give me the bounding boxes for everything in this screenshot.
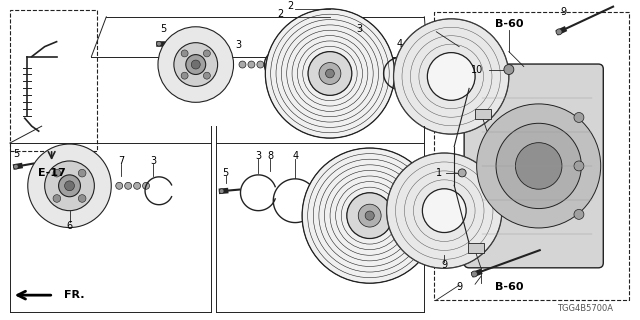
Circle shape: [266, 61, 273, 68]
Text: E-17: E-17: [38, 168, 65, 178]
Circle shape: [326, 69, 334, 78]
Circle shape: [191, 60, 200, 69]
Text: 3: 3: [150, 156, 156, 166]
Circle shape: [158, 27, 234, 102]
Circle shape: [319, 62, 341, 84]
Text: 1: 1: [436, 168, 442, 178]
Circle shape: [302, 148, 437, 283]
Circle shape: [239, 61, 246, 68]
Circle shape: [116, 182, 123, 189]
Circle shape: [257, 61, 264, 68]
Circle shape: [320, 228, 324, 232]
Circle shape: [574, 113, 584, 123]
Circle shape: [496, 123, 581, 209]
Circle shape: [556, 29, 562, 35]
Circle shape: [181, 50, 188, 57]
Circle shape: [308, 52, 352, 95]
Text: 9: 9: [561, 7, 566, 17]
Circle shape: [65, 181, 74, 191]
Circle shape: [574, 161, 584, 171]
Circle shape: [186, 55, 205, 75]
Circle shape: [134, 182, 141, 189]
Circle shape: [204, 50, 211, 57]
Circle shape: [574, 209, 584, 219]
Text: TGG4B5700A: TGG4B5700A: [557, 304, 613, 313]
Circle shape: [504, 65, 514, 75]
Text: 3: 3: [255, 151, 261, 161]
Text: B-60: B-60: [495, 19, 523, 29]
Circle shape: [472, 271, 477, 277]
Text: 5: 5: [223, 168, 228, 178]
Circle shape: [204, 72, 211, 79]
Circle shape: [59, 175, 81, 197]
Text: 6: 6: [67, 220, 72, 231]
Circle shape: [347, 193, 392, 238]
Text: 9: 9: [456, 282, 462, 292]
Text: 10: 10: [471, 65, 483, 75]
Circle shape: [174, 43, 218, 86]
FancyBboxPatch shape: [464, 64, 604, 268]
Text: 3: 3: [356, 24, 363, 34]
Circle shape: [387, 153, 502, 268]
Bar: [468, 243, 484, 253]
Text: 9: 9: [441, 260, 447, 270]
Circle shape: [365, 211, 374, 220]
Circle shape: [428, 52, 475, 100]
Text: 5: 5: [160, 24, 166, 34]
Circle shape: [45, 161, 94, 211]
Circle shape: [248, 61, 255, 68]
Text: 5: 5: [13, 149, 19, 159]
Bar: [435, 12, 629, 300]
Bar: [461, 100, 471, 116]
Text: 3: 3: [236, 40, 241, 50]
Circle shape: [53, 195, 61, 202]
Circle shape: [78, 169, 86, 177]
Text: FR.: FR.: [63, 290, 84, 300]
Circle shape: [28, 144, 111, 228]
Bar: [10, 10, 97, 151]
Bar: [461, 216, 471, 232]
Circle shape: [125, 182, 132, 189]
Text: 8: 8: [268, 151, 273, 161]
Circle shape: [143, 182, 150, 189]
Circle shape: [458, 169, 466, 177]
Circle shape: [515, 143, 562, 189]
Circle shape: [78, 195, 86, 202]
Circle shape: [157, 41, 161, 46]
Text: 2: 2: [287, 1, 293, 11]
Text: B-60: B-60: [495, 282, 523, 292]
Circle shape: [358, 204, 381, 227]
Text: 4: 4: [396, 39, 403, 49]
Circle shape: [477, 104, 601, 228]
Circle shape: [220, 189, 224, 194]
Bar: [475, 109, 491, 119]
Circle shape: [422, 189, 466, 233]
Circle shape: [394, 19, 509, 134]
Text: 2: 2: [277, 9, 284, 19]
Circle shape: [13, 164, 19, 169]
Circle shape: [53, 169, 61, 177]
Text: 7: 7: [118, 156, 124, 166]
Circle shape: [181, 72, 188, 79]
Text: 4: 4: [292, 151, 298, 161]
Circle shape: [266, 9, 394, 138]
